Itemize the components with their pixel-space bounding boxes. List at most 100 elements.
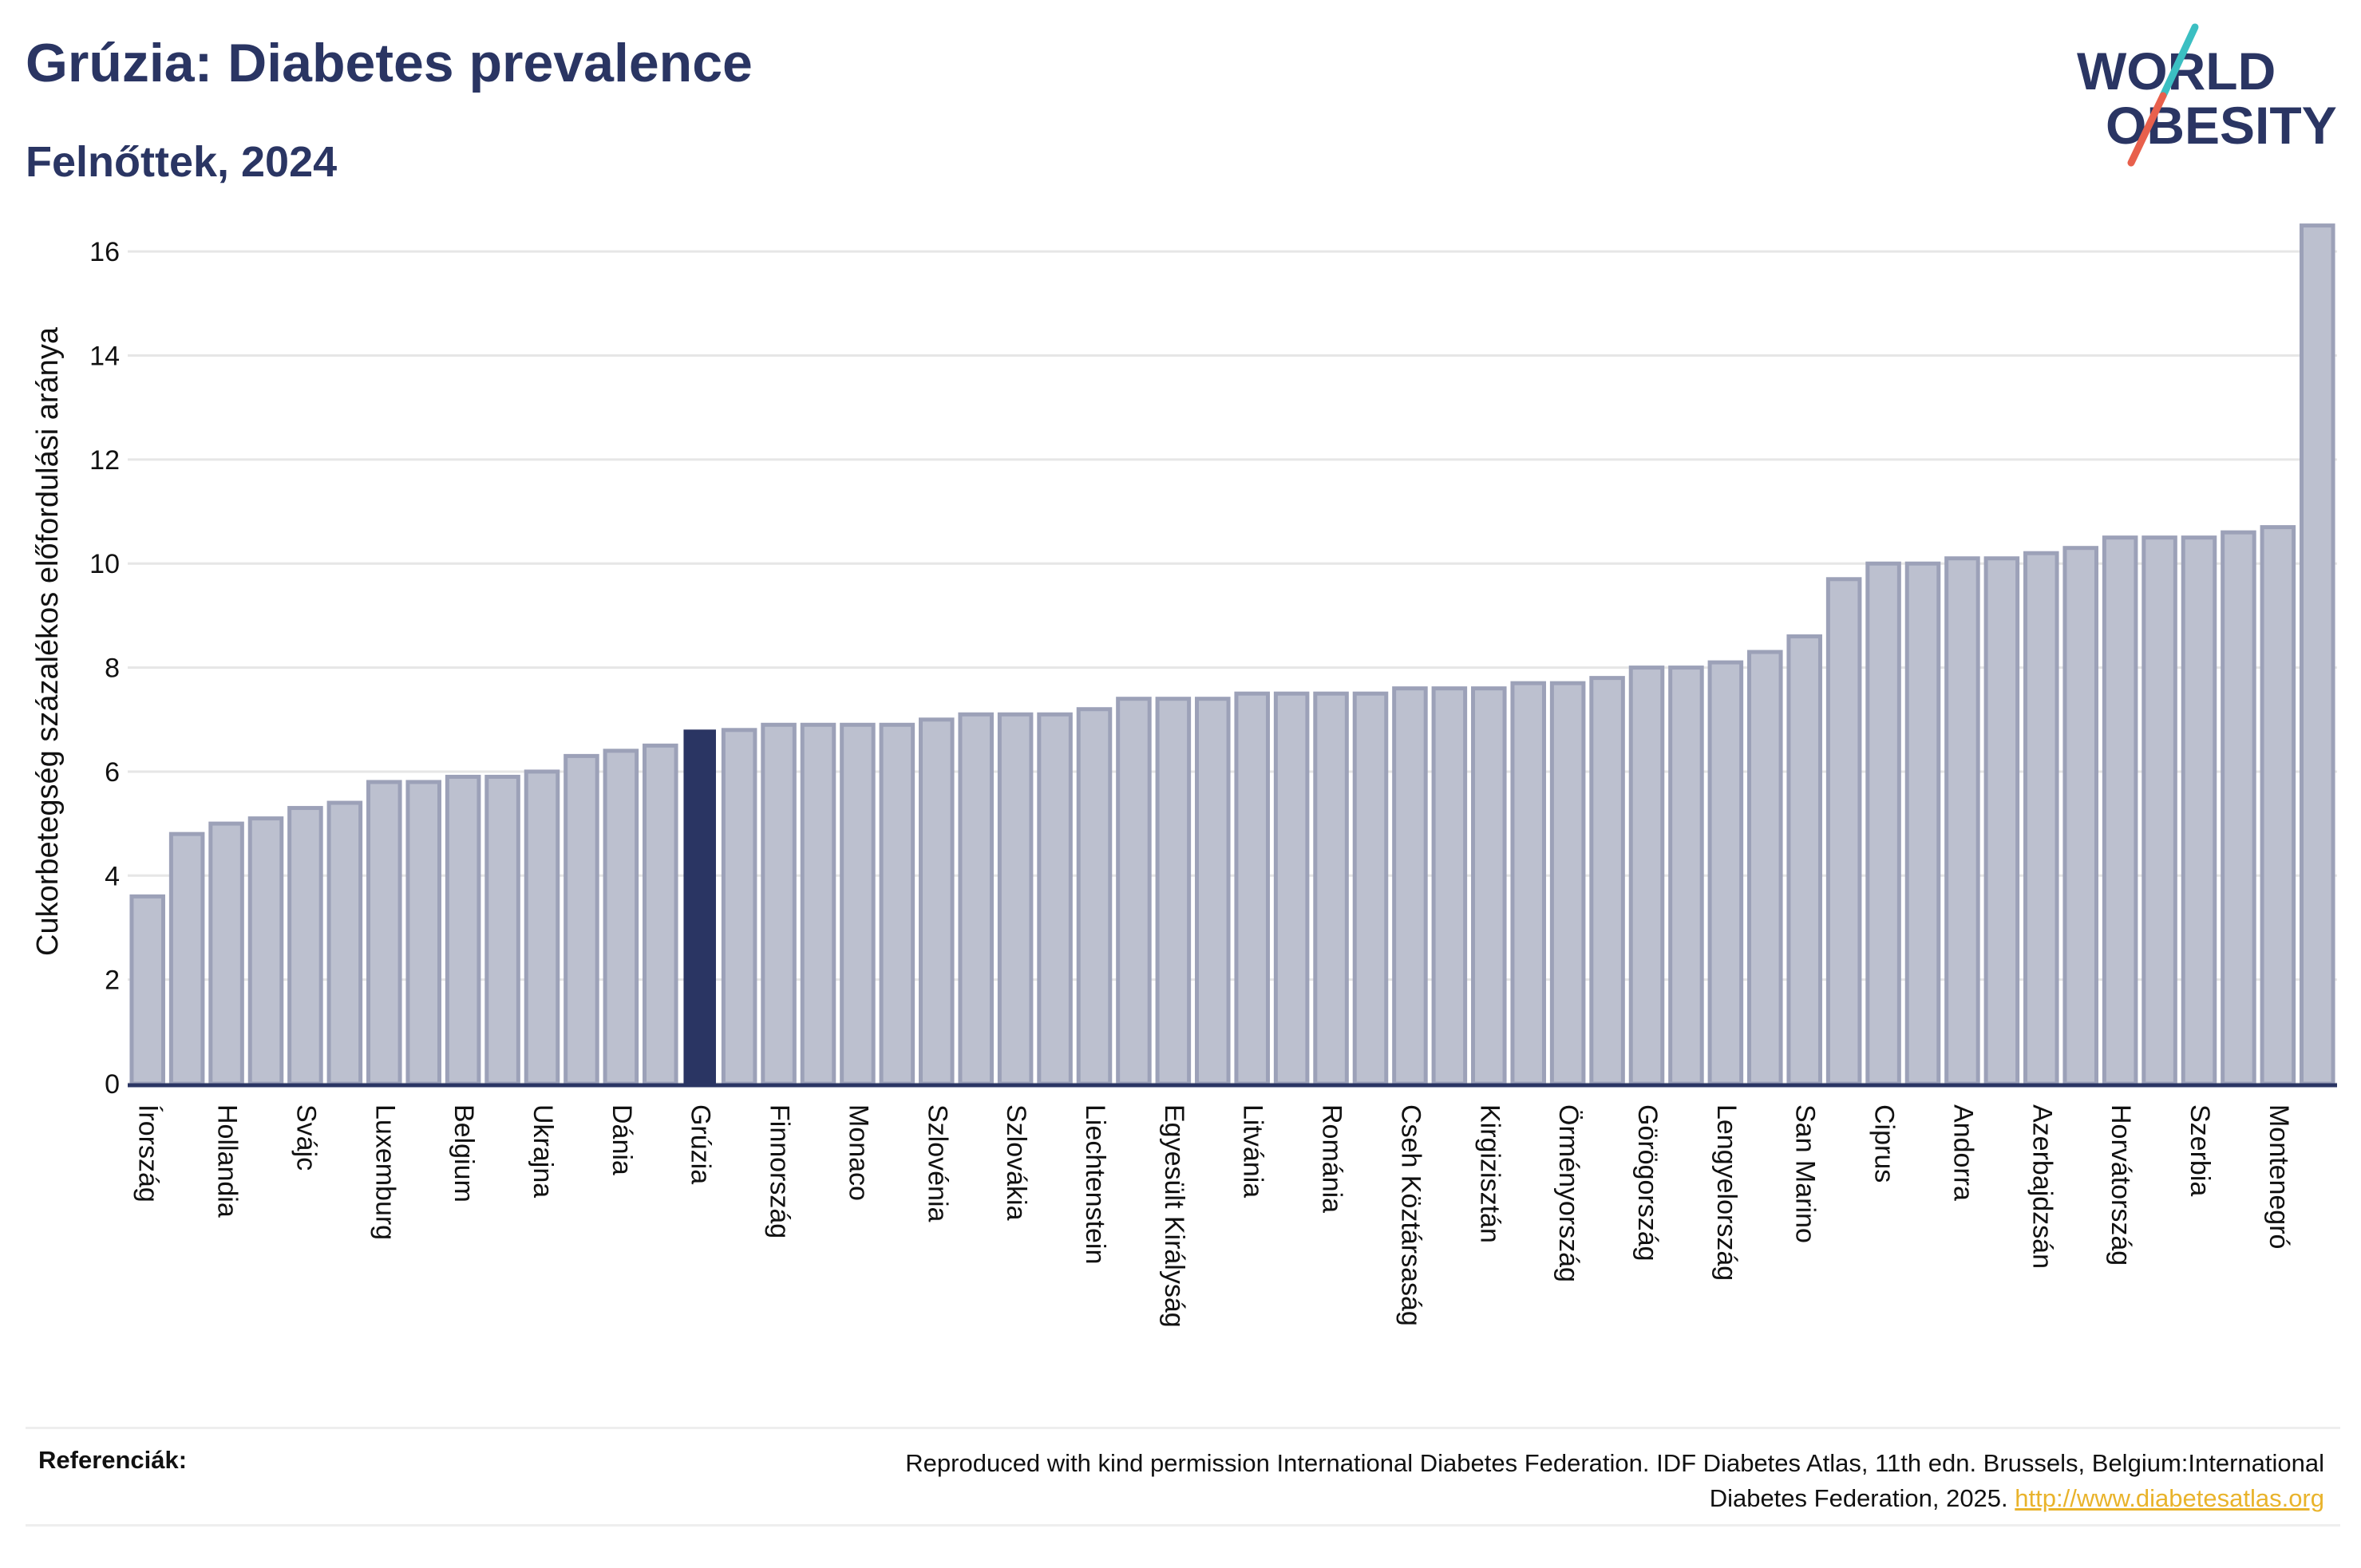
bar — [1037, 712, 1073, 1086]
y-axis-ticks: 0 2 4 6 8 10 12 14 16 — [89, 237, 120, 1100]
y-tick-label: 14 — [89, 342, 120, 372]
x-tick-label: Luxemburg — [370, 1104, 400, 1240]
bar — [2221, 530, 2256, 1086]
bar — [1707, 660, 1744, 1086]
world-obesity-logo: WORLD OBESITY — [2077, 23, 2337, 167]
bar — [208, 821, 244, 1086]
x-tick-label: Ukrajna — [528, 1104, 558, 1198]
bar — [643, 743, 678, 1086]
bar — [2023, 551, 2059, 1086]
bar — [1589, 676, 1625, 1086]
bar — [958, 712, 994, 1086]
bar — [129, 894, 165, 1086]
bar — [997, 712, 1034, 1086]
x-tick-label: Kirgizisztán — [1474, 1104, 1505, 1243]
references-line-2: Diabetes Federation, 2025. — [1709, 1484, 2008, 1512]
bar — [1944, 556, 1980, 1086]
bar — [1747, 650, 1783, 1086]
bar — [2300, 223, 2335, 1086]
references-bottom-divider — [26, 1524, 2340, 1527]
bar — [1668, 666, 1704, 1086]
bar — [1431, 686, 1468, 1086]
y-tick-label: 6 — [105, 757, 120, 788]
bar — [1116, 697, 1152, 1086]
y-tick-label: 8 — [105, 654, 120, 684]
bar — [603, 748, 639, 1086]
bars — [129, 223, 2335, 1086]
bar — [683, 729, 716, 1084]
x-tick-label: Svájc — [291, 1104, 321, 1171]
x-tick-label: Írország — [133, 1104, 164, 1203]
bar — [761, 722, 797, 1086]
bar — [1313, 691, 1349, 1086]
x-tick-label: Örményország — [1553, 1104, 1584, 1282]
y-tick-label: 0 — [105, 1069, 120, 1100]
bar — [484, 774, 520, 1086]
x-tick-label: Szlovénia — [922, 1104, 952, 1222]
bar — [1471, 686, 1507, 1086]
x-tick-label: Dánia — [607, 1104, 637, 1175]
x-tick-label: San Marino — [1790, 1104, 1821, 1243]
bar — [1865, 561, 1901, 1086]
bar — [800, 722, 836, 1086]
bar — [2181, 535, 2217, 1086]
bar — [1155, 697, 1192, 1086]
bar — [168, 831, 205, 1086]
bar — [326, 800, 363, 1086]
bar — [1195, 697, 1231, 1086]
bar — [1076, 707, 1113, 1086]
bar — [564, 753, 599, 1086]
x-tick-label: Montenegró — [2264, 1104, 2294, 1249]
bar — [1234, 691, 1270, 1086]
x-tick-label: Egyesült Királyság — [1159, 1104, 1189, 1328]
bar — [1904, 561, 1941, 1086]
x-tick-label: Horvátország — [2106, 1104, 2136, 1266]
bar — [524, 769, 560, 1086]
x-axis-labels: Írország Hollandia Svájc Luxemburg Belgium Uk… — [133, 1104, 2294, 1328]
bar — [1786, 634, 1822, 1086]
bar — [1983, 556, 2020, 1086]
bar — [1510, 681, 1546, 1086]
x-tick-label: Grúzia — [686, 1104, 716, 1184]
x-tick-label: Románia — [1317, 1104, 1347, 1213]
bar — [445, 774, 481, 1086]
y-tick-label: 12 — [89, 445, 120, 476]
bar — [1549, 681, 1586, 1086]
y-tick-label: 2 — [105, 966, 120, 996]
x-tick-label: Belgium — [449, 1104, 479, 1203]
bar — [2062, 546, 2098, 1086]
x-tick-label: Andorra — [1948, 1104, 1978, 1201]
references-text: Reproduced with kind permission Internat… — [568, 1446, 2324, 1516]
bar — [879, 722, 916, 1086]
x-tick-label: Szerbia — [2185, 1104, 2215, 1196]
x-tick-label: Hollandia — [212, 1104, 243, 1218]
logo-slash-red — [2127, 92, 2167, 167]
chart-subtitle: Felnőttek, 2024 — [26, 138, 338, 186]
bar — [1273, 691, 1310, 1086]
x-tick-label: Litvánia — [1238, 1104, 1268, 1198]
bar — [287, 806, 323, 1086]
bar-chart: 0 2 4 6 8 10 12 14 16 Írország Hollandia Svájc Luxe… — [31, 223, 2337, 1328]
y-tick-label: 16 — [89, 237, 120, 267]
bar — [247, 816, 284, 1086]
bar — [840, 722, 876, 1086]
bar — [2142, 535, 2177, 1086]
x-tick-label: Lengyelország — [1711, 1104, 1742, 1281]
x-tick-label: Azerbajdzsán — [2027, 1104, 2057, 1269]
logo-line-2: OBESITY — [2106, 96, 2337, 155]
x-tick-label: Cseh Köztársaság — [1395, 1104, 1426, 1326]
bar — [919, 717, 955, 1086]
bar — [2260, 525, 2296, 1086]
x-tick-label: Monaco — [843, 1104, 873, 1201]
x-tick-label: Finnország — [765, 1104, 795, 1238]
bar — [405, 780, 441, 1086]
bar — [1825, 577, 1862, 1086]
y-axis-label: Cukorbetegség százalékos előfordulási ar… — [31, 326, 65, 956]
references-line-1: Reproduced with kind permission Internat… — [905, 1449, 2324, 1477]
chart-title: Grúzia: Diabetes prevalence — [26, 33, 753, 93]
bar — [366, 780, 402, 1086]
x-tick-label: Szlovákia — [1001, 1104, 1031, 1221]
references-link[interactable]: http://www.diabetesatlas.org — [2015, 1484, 2324, 1512]
bar — [1352, 691, 1389, 1086]
x-tick-label: Ciprus — [1869, 1104, 1900, 1183]
